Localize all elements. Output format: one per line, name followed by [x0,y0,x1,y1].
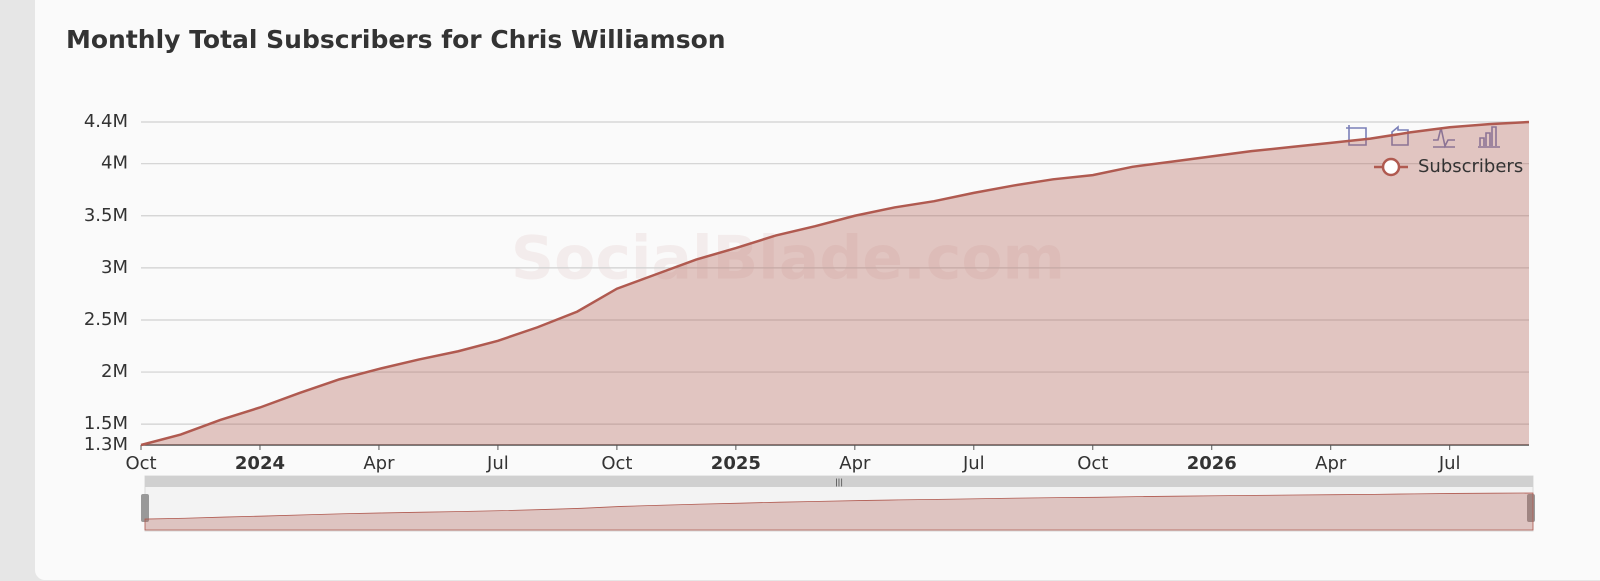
y-tick-label: 3.5M [84,205,128,226]
line [140,120,1530,447]
x-tick-label: Jul [962,453,985,474]
zoom-grip[interactable]: ||| [835,478,843,487]
x-tick-label: Oct [1077,453,1108,474]
y-tick-label: 1.5M [84,413,128,434]
x-tick-label: 2024 [235,453,285,474]
x-tick-label: Jul [1438,453,1461,474]
zoom-preview-area [144,492,1534,531]
x-tick-label: 2025 [711,453,761,474]
card [35,0,1600,580]
y-tick-label: 1.3M [84,434,128,455]
x-tick-label: 2026 [1187,453,1237,474]
reset-icon[interactable] [1391,125,1409,146]
y-tick-label: 2.5M [84,309,128,330]
zoom-icon[interactable] [1346,125,1367,146]
y-tick-label: 4M [101,153,128,174]
y-tick-label: 3M [101,257,128,278]
zoom-bar[interactable] [145,476,1533,487]
x-tick-label: Jul [486,453,509,474]
y-tick-label: 4.4M [84,111,128,132]
legend-label: Subscribers [1418,156,1523,177]
toolbox[interactable] [1346,125,1500,149]
area [141,122,1529,445]
chart-title: Monthly Total Subscribers for Chris Will… [66,25,726,54]
x-tick-label: Oct [125,453,156,474]
x-tick-label: Apr [363,453,395,474]
line-icon[interactable] [1433,127,1455,149]
watermark: SocialBlade.com [511,224,1065,294]
x-tick-label: Apr [839,453,871,474]
x-tick-label: Oct [601,453,632,474]
zoom-handle-left[interactable] [141,494,149,522]
x-tick-label: Apr [1315,453,1347,474]
legend-marker [1381,157,1401,177]
bar-icon[interactable] [1478,126,1500,148]
y-tick-label: 2M [101,361,128,382]
